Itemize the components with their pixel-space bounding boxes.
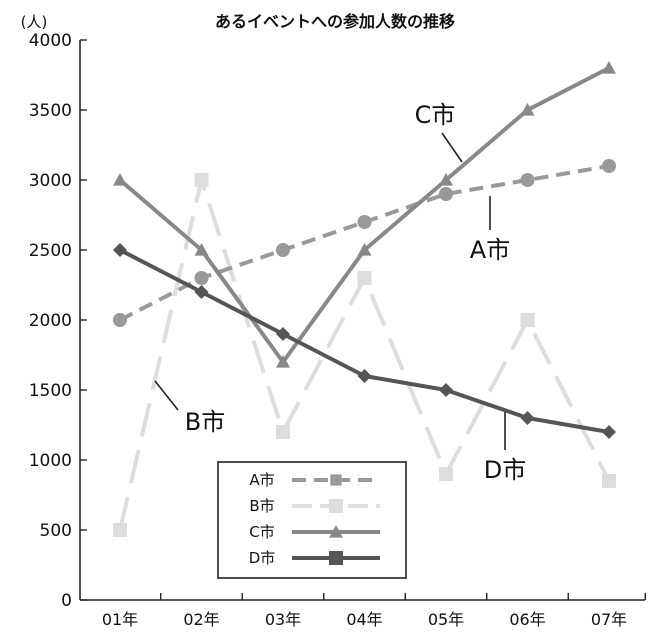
legend-marker — [329, 551, 343, 565]
y-axis-unit-label: (人) — [21, 13, 48, 31]
data-point — [276, 243, 290, 257]
data-point — [602, 425, 616, 439]
data-point — [276, 425, 290, 439]
data-point — [439, 383, 453, 397]
y-tick-label: 4000 — [29, 31, 72, 51]
y-tick-label: 2500 — [29, 241, 72, 261]
data-point — [602, 474, 616, 488]
series-2 — [113, 173, 616, 537]
callout-label: A市 — [470, 236, 510, 264]
y-tick-label: 500 — [40, 521, 72, 541]
legend-marker — [330, 474, 342, 486]
data-point — [357, 215, 372, 229]
y-tick-label: 3000 — [29, 171, 72, 191]
data-point — [276, 327, 290, 341]
data-point — [194, 271, 209, 285]
y-tick-label: 3500 — [29, 101, 72, 121]
series-3 — [113, 61, 616, 368]
y-tick-label: 0 — [61, 591, 72, 611]
data-point — [357, 243, 372, 256]
data-point — [276, 355, 290, 368]
data-point — [439, 467, 453, 481]
legend-box — [217, 461, 407, 579]
data-point — [194, 285, 209, 299]
x-tick-label: 01年 — [102, 610, 138, 629]
x-axis-ticks: 01年 02年 03年 04年 05年 06年 07年 — [102, 593, 646, 629]
data-point — [113, 313, 127, 327]
data-point — [602, 61, 616, 74]
data-point — [520, 173, 535, 187]
data-point — [520, 103, 535, 116]
series-layer — [113, 61, 616, 537]
x-tick-label: 03年 — [265, 610, 301, 629]
callout-label: B市 — [185, 408, 225, 436]
callout-label: C市 — [415, 101, 456, 129]
x-tick-label: 06年 — [509, 610, 545, 629]
data-point — [194, 243, 209, 256]
legend-label: D市 — [249, 549, 276, 567]
callout-leader-line — [154, 380, 179, 411]
series-callouts: C市 A市 B市 D市 — [154, 101, 526, 484]
data-point — [357, 369, 372, 383]
callout-label: D市 — [484, 456, 526, 484]
data-point — [113, 173, 127, 186]
y-axis-ticks: 0 500 1000 1500 2000 2500 3000 3500 4000 — [29, 31, 87, 611]
series-4 — [113, 243, 616, 439]
data-point — [357, 271, 372, 285]
legend-label: B市 — [249, 497, 274, 515]
data-point — [113, 243, 127, 257]
data-point — [439, 187, 453, 201]
legend-marker — [329, 525, 343, 538]
data-point — [520, 313, 535, 327]
legend-marker — [329, 499, 343, 513]
chart-title: あるイベントへの参加人数の推移 — [215, 12, 455, 31]
data-point — [520, 411, 535, 425]
x-tick-label: 05年 — [428, 610, 464, 629]
x-tick-label: 07年 — [591, 610, 627, 629]
data-point — [439, 173, 453, 186]
data-point — [194, 173, 209, 187]
legend-label: C市 — [249, 523, 274, 541]
y-tick-label: 2000 — [29, 311, 72, 331]
data-point — [602, 159, 616, 173]
data-point — [113, 523, 127, 537]
legend: A市 B市 C市 D市 — [217, 461, 407, 579]
y-tick-label: 1500 — [29, 381, 72, 401]
x-tick-label: 04年 — [346, 610, 382, 629]
callout-leader-line — [441, 132, 463, 163]
legend-label: A市 — [249, 471, 274, 489]
x-tick-label: 02年 — [183, 610, 219, 629]
series-1 — [113, 159, 616, 327]
y-tick-label: 1000 — [29, 451, 72, 471]
